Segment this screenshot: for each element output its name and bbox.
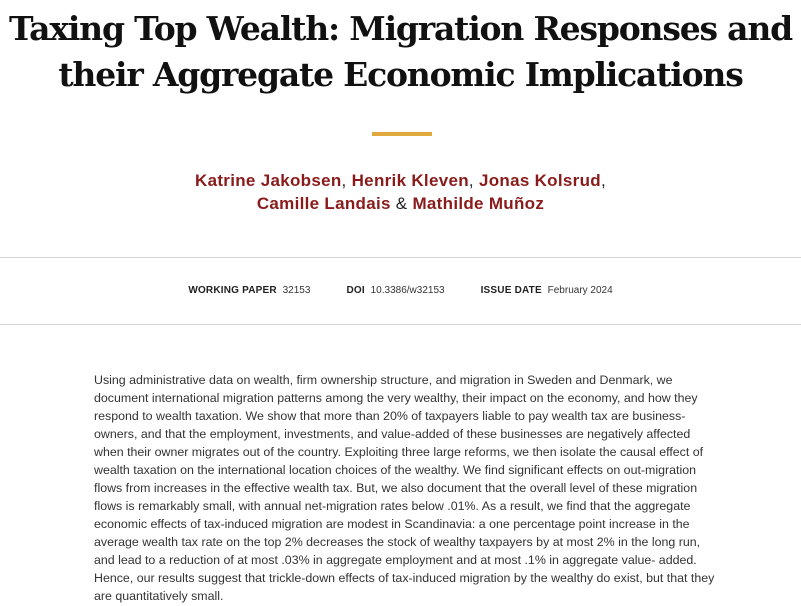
- doi-label: DOI: [346, 285, 364, 296]
- working-paper-info: WORKING PAPER 32153: [188, 285, 310, 296]
- author-line-2: Camille Landais & Mathilde Muñoz: [0, 192, 801, 215]
- author-link-kolsrud[interactable]: Jonas Kolsrud: [479, 171, 601, 190]
- title-accent-divider: [372, 132, 432, 136]
- issue-date-label: ISSUE DATE: [481, 285, 542, 296]
- title-line-1: Taxing Top Wealth: Migration Responses a…: [9, 9, 792, 48]
- author-separator-and: &: [396, 194, 408, 213]
- author-link-munoz[interactable]: Mathilde Muñoz: [412, 194, 544, 213]
- paper-metadata-bar: WORKING PAPER 32153 DOI 10.3386/w32153 I…: [0, 257, 801, 325]
- issue-date-value: February 2024: [548, 285, 613, 296]
- issue-date-info: ISSUE DATE February 2024: [481, 285, 613, 296]
- working-paper-label: WORKING PAPER: [188, 285, 277, 296]
- abstract-text: Using administrative data on wealth, fir…: [94, 371, 720, 605]
- page-title: Taxing Top Wealth: Migration Responses a…: [0, 6, 801, 98]
- author-separator: ,: [469, 171, 474, 190]
- author-list: Katrine Jakobsen, Henrik Kleven, Jonas K…: [0, 169, 801, 215]
- author-link-landais[interactable]: Camille Landais: [257, 194, 391, 213]
- doi-info: DOI 10.3386/w32153: [346, 285, 444, 296]
- author-link-kleven[interactable]: Henrik Kleven: [352, 171, 469, 190]
- author-link-jakobsen[interactable]: Katrine Jakobsen: [195, 171, 342, 190]
- working-paper-number: 32153: [283, 285, 311, 296]
- author-line-1: Katrine Jakobsen, Henrik Kleven, Jonas K…: [0, 169, 801, 192]
- author-separator: ,: [601, 171, 606, 190]
- author-separator: ,: [342, 171, 347, 190]
- doi-value: 10.3386/w32153: [371, 285, 445, 296]
- paper-metadata-row: WORKING PAPER 32153 DOI 10.3386/w32153 I…: [188, 285, 612, 296]
- title-line-2: their Aggregate Economic Implications: [58, 55, 742, 94]
